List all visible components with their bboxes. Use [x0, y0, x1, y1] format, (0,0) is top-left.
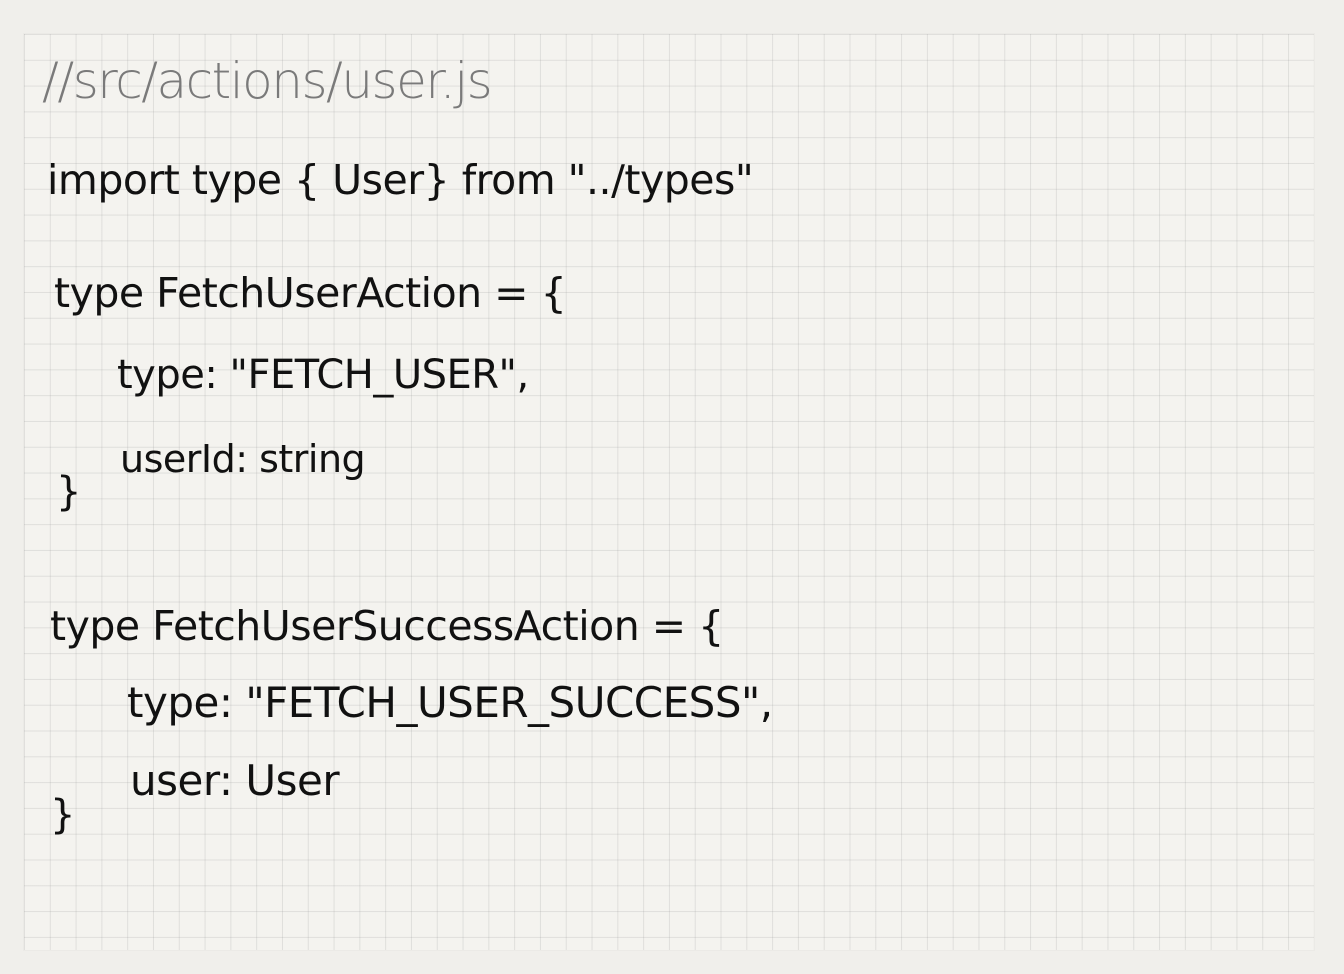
- fetch-user-action-declaration: type FetchUserAction = {: [54, 269, 567, 317]
- fetch-user-success-action-user-field: user: User: [130, 756, 340, 805]
- fetch-user-success-action-type-field: type: "FETCH_USER_SUCCESS",: [127, 678, 773, 727]
- import-statement: import type { User} from "../types": [47, 156, 754, 204]
- fetch-user-action-type-field: type: "FETCH_USER",: [117, 352, 529, 398]
- file-path-comment: //src/actions/user.js: [42, 52, 493, 110]
- fetch-user-success-action-declaration: type FetchUserSuccessAction = {: [50, 602, 724, 650]
- fetch-user-success-action-closing-brace: }: [50, 792, 75, 838]
- fetch-user-action-closing-brace: }: [56, 469, 81, 515]
- grid-paper-background: [24, 34, 1314, 950]
- fetch-user-action-userid-field: userId: string: [120, 437, 366, 481]
